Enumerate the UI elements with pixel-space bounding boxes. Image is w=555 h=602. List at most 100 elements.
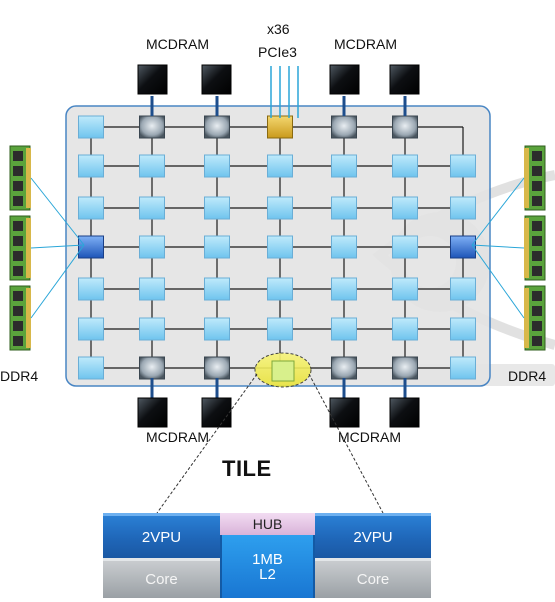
dimm-chip [13, 166, 23, 176]
tile-node [450, 356, 476, 380]
tile-node [331, 154, 357, 178]
dimm-chip [13, 221, 23, 231]
mcdram-stop [204, 115, 230, 139]
dimm-chip [13, 251, 23, 261]
tile-highlighted-node [271, 360, 295, 382]
dimm-chip [532, 151, 542, 161]
dimm-module [524, 145, 546, 211]
dimm-chip [13, 291, 23, 301]
tile-node [450, 154, 476, 178]
tile-node [331, 277, 357, 301]
mcdram-chip [137, 64, 168, 95]
tile-node [139, 277, 165, 301]
tile-node [78, 277, 104, 301]
tile-title: TILE [222, 456, 272, 481]
vpu-left-block: 2VPU [103, 513, 220, 558]
dimm-chip [532, 166, 542, 176]
mcdram-top-right-label: MCDRAM [334, 36, 397, 52]
pcie-count-label: x36 [267, 21, 290, 37]
tile-node [267, 196, 293, 220]
core-right-block: Core [315, 558, 431, 598]
tile-node [204, 317, 230, 341]
zoom-line-right [308, 373, 384, 514]
dimm-chip [532, 196, 542, 206]
mesh-nodes [78, 115, 476, 380]
tile-node [78, 196, 104, 220]
dimm-chip [13, 151, 23, 161]
ddr4-right-group [471, 145, 546, 351]
l2-size-label: 1MB [252, 550, 283, 568]
mcdram-top-left-label: MCDRAM [146, 36, 209, 52]
dimm-module [9, 215, 31, 281]
ddr4-right-label: DDR4 [508, 368, 547, 384]
mcdram-stop [331, 356, 357, 380]
mcdram-stop [139, 356, 165, 380]
mcdram-stop [204, 356, 230, 380]
ddr-stop [450, 235, 476, 259]
tile-node [267, 317, 293, 341]
tile-node [392, 196, 418, 220]
tile-node [204, 277, 230, 301]
core-left-block: Core [103, 558, 220, 598]
dimm-module [524, 285, 546, 351]
tile-node [204, 154, 230, 178]
pcie-stop [267, 115, 293, 139]
mcdram-chip [137, 397, 168, 428]
tile-node [450, 317, 476, 341]
zoom-line-left [156, 373, 258, 514]
tile-node [204, 196, 230, 220]
tile-node [78, 356, 104, 380]
tile-node [78, 154, 104, 178]
mcdram-stop [331, 115, 357, 139]
tile-node [139, 196, 165, 220]
ddr4-left-label: DDR4 [0, 368, 39, 384]
tile-node [450, 277, 476, 301]
mcdram-chip [389, 64, 420, 95]
mcdram-top-group [137, 64, 420, 116]
tile-node [78, 115, 104, 139]
dimm-chip [13, 321, 23, 331]
pcie-lanes [270, 66, 299, 118]
mcdram-chip [329, 64, 360, 95]
tile-node [331, 196, 357, 220]
hub-block: HUB [220, 513, 315, 535]
dimm-chip [13, 196, 23, 206]
mcdram-chip [201, 64, 232, 95]
dimm-chip [532, 291, 542, 301]
mcdram-stop [392, 356, 418, 380]
mcdram-chip [329, 397, 360, 428]
l2-name-label: L2 [259, 565, 276, 583]
mcdram-chip [201, 397, 232, 428]
tile-node [78, 317, 104, 341]
dimm-module [524, 215, 546, 281]
pcie-label: PCIe3 [258, 44, 297, 60]
dimm-chip [13, 306, 23, 316]
dimm-chip [532, 251, 542, 261]
dimm-module [9, 145, 31, 211]
dimm-module [9, 285, 31, 351]
tile-node [392, 154, 418, 178]
dimm-chip [532, 306, 542, 316]
dimm-chip [13, 236, 23, 246]
mcdram-chip [389, 397, 420, 428]
dimm-chip [532, 181, 542, 191]
tile-node [450, 196, 476, 220]
l2-cache-block: 1MB L2 [220, 535, 315, 598]
tile-node [204, 235, 230, 259]
dimm-chip [13, 181, 23, 191]
mcdram-bottom-group [137, 378, 420, 428]
dimm-chip [13, 336, 23, 346]
mcdram-stop [139, 115, 165, 139]
tile-node [392, 277, 418, 301]
dimm-chip [532, 221, 542, 231]
tile-node [267, 277, 293, 301]
ddr-stop [78, 235, 104, 259]
dimm-chip [532, 321, 542, 331]
mcdram-bottom-left-label: MCDRAM [146, 429, 209, 445]
mcdram-bottom-right-label: MCDRAM [338, 429, 401, 445]
tile-node [139, 154, 165, 178]
dimm-chip [532, 266, 542, 276]
tile-node [331, 235, 357, 259]
tile-node [267, 235, 293, 259]
